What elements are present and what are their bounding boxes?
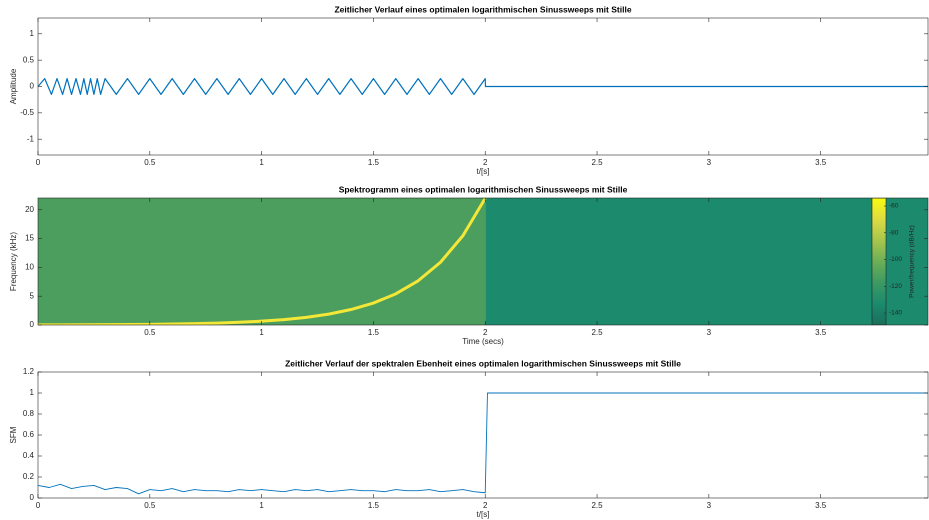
- x-tick-label: 2: [483, 158, 488, 167]
- chart-title: Zeitlicher Verlauf der spektralen Ebenhe…: [285, 358, 681, 368]
- x-tick-label: 2.5: [591, 328, 603, 337]
- colorbar-tick-label: -80: [889, 229, 899, 236]
- y-tick-label: 10: [25, 263, 34, 272]
- x-tick-label: 0.5: [144, 158, 156, 167]
- x-tick-label: 0.5: [144, 501, 156, 510]
- y-tick-label: 5: [30, 291, 35, 300]
- y-tick-label: 1.2: [23, 367, 35, 376]
- y-tick-label: -0.5: [20, 108, 34, 117]
- plot-area: [38, 372, 928, 498]
- x-tick-label: 0.5: [144, 328, 156, 337]
- y-tick-label: -1: [27, 134, 35, 143]
- x-tick-label: 3: [707, 158, 712, 167]
- plot-layer: [38, 392, 928, 495]
- chart-title: Zeitlicher Verlauf eines optimalen logar…: [334, 4, 631, 14]
- x-axis-label: Time (secs): [462, 337, 504, 346]
- x-tick-label: 3.5: [815, 328, 827, 337]
- colorbar-tick-label: -100: [889, 256, 902, 263]
- plot-layer: [38, 78, 928, 95]
- plot-layer: -60 -80 -100 -120 -140 Power/frequency (dB/Hz…: [38, 198, 928, 325]
- y-tick-label: 0: [30, 493, 35, 502]
- x-tick-label: 0: [36, 501, 41, 510]
- chart-title: Spektrogramm eines optimalen logarithmis…: [339, 184, 628, 194]
- x-tick-label: 3.5: [815, 501, 827, 510]
- y-tick-label: 20: [25, 205, 34, 214]
- x-tick-label: 2: [483, 501, 488, 510]
- spectrogram-region: [38, 198, 486, 325]
- y-tick-label: 0.2: [23, 472, 35, 481]
- spectrogram-region: [485, 198, 928, 325]
- y-tick-label: 15: [25, 234, 34, 243]
- data-line: [38, 78, 928, 95]
- x-tick-label: 3.5: [815, 158, 827, 167]
- data-line: [38, 392, 928, 495]
- x-tick-label: 1: [259, 328, 264, 337]
- x-tick-label: 1.5: [368, 328, 380, 337]
- y-tick-label: 0: [30, 320, 35, 329]
- y-tick-label: 0: [30, 82, 35, 91]
- y-tick-label: 0.4: [23, 451, 35, 460]
- y-tick-label: 1: [30, 29, 35, 38]
- colorbar-label: Power/frequency (dB/Hz): [909, 225, 916, 298]
- x-tick-label: 2.5: [591, 158, 603, 167]
- x-tick-label: 1: [259, 158, 264, 167]
- x-tick-label: 2.5: [591, 501, 603, 510]
- x-tick-label: 3: [707, 328, 712, 337]
- y-tick-label: 1: [30, 388, 35, 397]
- y-tick-label: 0.5: [23, 55, 35, 64]
- y-tick-label: 0.6: [23, 430, 35, 439]
- colorbar-tick-label: -60: [889, 203, 899, 210]
- x-tick-label: 0: [36, 158, 41, 167]
- y-axis-label: Frequency (kHz): [9, 232, 18, 291]
- x-axis-label: t/[s]: [477, 167, 490, 176]
- colorbar-tick-label: -120: [889, 283, 902, 290]
- x-tick-label: 3: [707, 501, 712, 510]
- x-tick-label: 1.5: [368, 501, 380, 510]
- y-axis-label: SFM: [9, 426, 18, 443]
- y-axis-label: Amplitude: [9, 68, 18, 104]
- colorbar-tick-label: -140: [889, 310, 902, 317]
- x-tick-label: 1.5: [368, 158, 380, 167]
- y-tick-label: 0.8: [23, 409, 35, 418]
- x-tick-label: 2: [483, 328, 488, 337]
- axes-box: [37, 197, 929, 326]
- colorbar: [871, 198, 887, 325]
- x-axis-label: t/[s]: [477, 510, 490, 519]
- x-tick-label: 1: [259, 501, 264, 510]
